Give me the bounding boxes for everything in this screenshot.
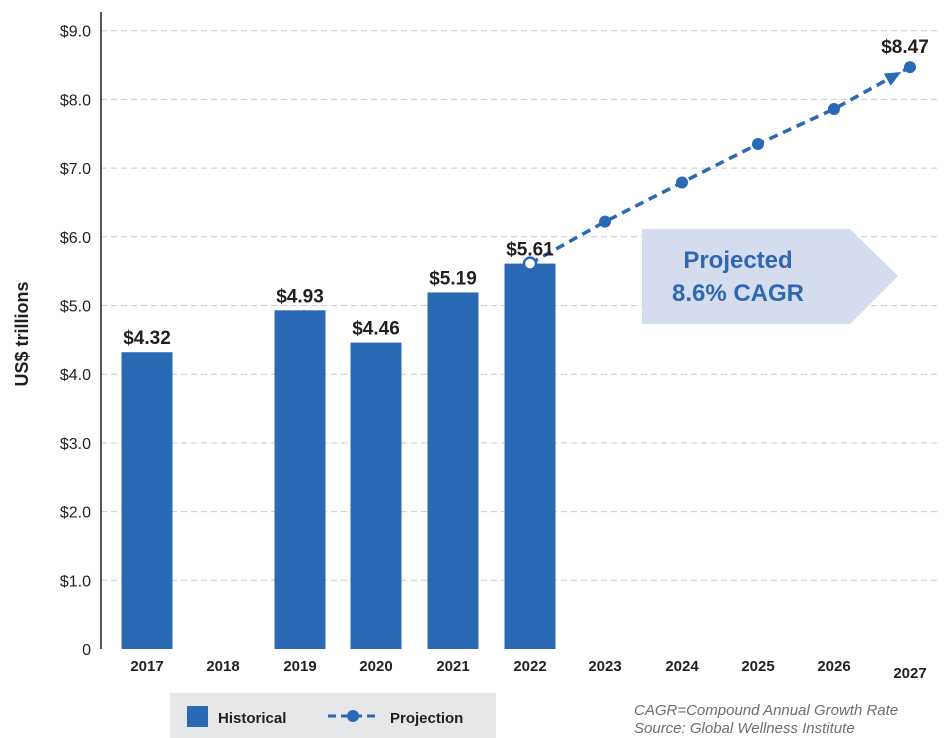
x-tick-label: 2027 — [893, 665, 926, 682]
legend-projection-marker — [347, 710, 359, 722]
y-axis-title: US$ trillions — [12, 281, 32, 386]
x-tick-labels: 2017 2018 2019 2020 2021 2022 2023 2024 2025 2026… — [130, 658, 926, 682]
y-tick-label: $6.0 — [60, 230, 91, 247]
bar-value-label: $5.19 — [429, 268, 477, 289]
data-labels: $4.32 $4.93 $4.46 $5.19 $5.61 $8.47 — [123, 37, 929, 349]
projection-value-label: $8.47 — [881, 37, 929, 58]
y-tick-label: $9.0 — [60, 24, 91, 41]
cagr-callout-line-1: Projected — [683, 247, 792, 274]
bar-2019 — [274, 310, 326, 649]
cagr-callout: Projected 8.6% CAGR — [642, 229, 898, 324]
bar-2022 — [504, 263, 556, 649]
projection-point-2025 — [752, 138, 764, 151]
x-tick-label: 2017 — [130, 658, 163, 675]
historical-bars — [121, 263, 556, 649]
legend: Historical Projection — [170, 693, 496, 738]
projection-point-start — [522, 256, 538, 271]
projection-arrowhead — [883, 71, 902, 86]
x-tick-label: 2019 — [283, 658, 316, 675]
x-tick-label: 2024 — [665, 658, 699, 675]
bar-value-label: $4.93 — [276, 286, 324, 307]
x-tick-label: 2023 — [588, 658, 621, 675]
bar-value-label: $5.61 — [506, 240, 554, 261]
y-tick-label: $8.0 — [60, 92, 91, 109]
y-tick-label: $2.0 — [60, 505, 91, 522]
bar-value-label: $4.46 — [352, 319, 400, 340]
projection-point-2026 — [828, 103, 840, 116]
legend-historical-swatch — [187, 706, 208, 727]
projection-point-2024 — [676, 176, 688, 189]
bar-2020 — [350, 342, 402, 649]
y-tick-label: $4.0 — [60, 367, 91, 384]
bar-2017 — [121, 352, 173, 649]
x-tick-label: 2025 — [741, 658, 774, 675]
footnote-cagr: CAGR=Compound Annual Growth Rate — [634, 702, 899, 719]
footnote-source: Source: Global Wellness Institute — [634, 720, 855, 737]
cagr-callout-arrow — [642, 229, 898, 324]
projection-line — [529, 65, 911, 266]
y-tick-label: $3.0 — [60, 436, 91, 453]
y-tick-label: $7.0 — [60, 161, 91, 178]
y-tick-labels: 0 $1.0 $2.0 $3.0 $4.0 $5.0 $6.0 $7.0 $8.0 $9.0 — [60, 24, 91, 659]
bar-2021 — [427, 292, 479, 649]
x-tick-label: 2022 — [513, 658, 546, 675]
x-tick-label: 2021 — [436, 658, 469, 675]
projection-point-2027 — [904, 61, 916, 74]
x-tick-label: 2018 — [206, 658, 239, 675]
projection-series — [522, 61, 916, 271]
cagr-callout-line-2: 8.6% CAGR — [672, 280, 804, 307]
projection-point-2023 — [599, 215, 611, 228]
x-tick-label: 2020 — [359, 658, 392, 675]
y-tick-label: $5.0 — [60, 299, 91, 316]
legend-historical-label: Historical — [218, 710, 286, 727]
legend-projection-label: Projection — [390, 710, 463, 727]
y-tick-label: $1.0 — [60, 573, 91, 590]
x-tick-label: 2026 — [817, 658, 850, 675]
y-tick-label: 0 — [82, 642, 91, 659]
bar-value-label: $4.32 — [123, 328, 171, 349]
